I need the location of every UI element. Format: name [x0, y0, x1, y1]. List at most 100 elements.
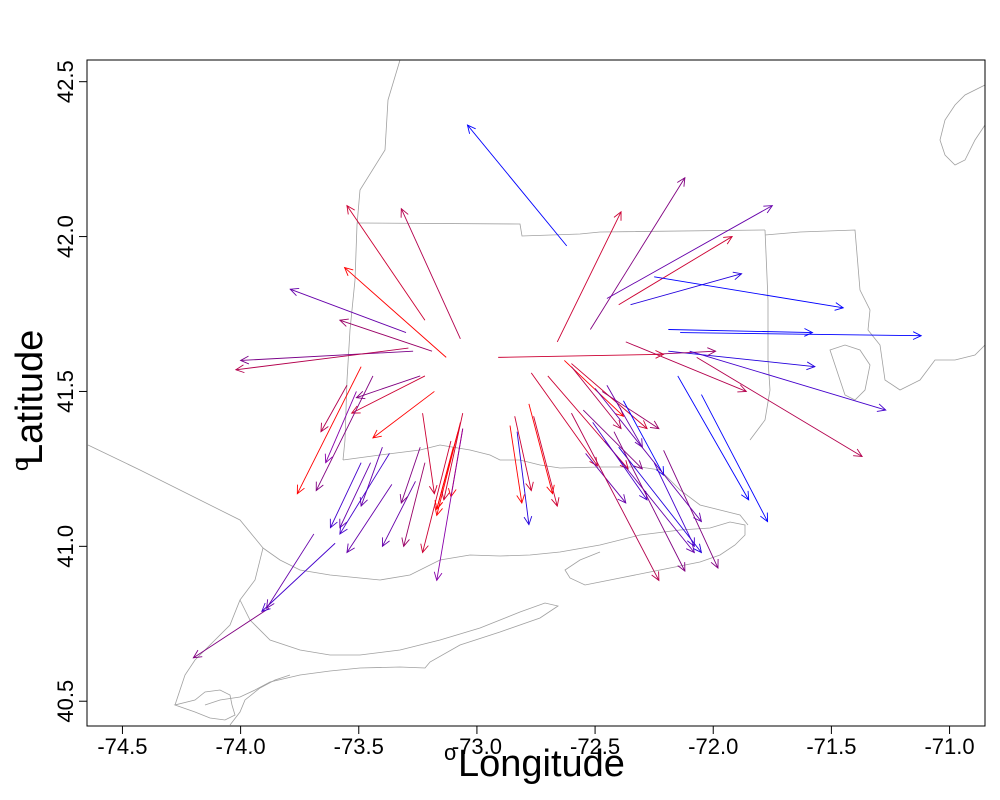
- arrow-head: [239, 355, 250, 365]
- arrow-shaft: [533, 416, 558, 507]
- arrow-head: [428, 484, 438, 495]
- vector-arrow: [346, 484, 393, 554]
- arrow-shaft: [360, 447, 383, 507]
- arrow-shaft: [530, 372, 598, 467]
- arrow-head: [589, 456, 599, 467]
- arrow-shaft: [701, 394, 768, 522]
- vector-arrow: [509, 425, 525, 504]
- x-axis: -74.5 -74.0 -73.5 -73.0 -72.5 -72.0 -71.5 -71.0: [97, 726, 975, 759]
- vector-arrow: [701, 394, 769, 523]
- vector-arrow: [434, 422, 461, 517]
- vector-arrow: [514, 416, 534, 492]
- vector-arrow: [401, 462, 426, 548]
- vector-arrow: [234, 347, 409, 374]
- vector-arrow: [339, 453, 390, 535]
- arrow-shaft: [403, 462, 426, 547]
- vector-arrow: [625, 341, 748, 393]
- arrow-shaft: [653, 462, 695, 547]
- arrow-head: [441, 491, 450, 501]
- vector-arrow: [261, 542, 336, 613]
- vector-arrow: [343, 266, 447, 358]
- arrow-head: [551, 497, 560, 508]
- arrow-shaft: [344, 267, 447, 358]
- arrow-shaft: [422, 413, 435, 494]
- arrow-shaft: [601, 391, 660, 429]
- arrow-shaft: [296, 366, 362, 494]
- arrow-head: [355, 391, 366, 400]
- vector-arrow: [613, 431, 686, 573]
- vector-arrow: [266, 533, 315, 610]
- x-axis-degree-symbol: o: [444, 740, 456, 765]
- ma-coast-northeast: [939, 84, 986, 166]
- vector-arrow: [582, 409, 644, 470]
- arrow-shaft: [516, 431, 530, 525]
- arrow-shaft: [266, 533, 315, 609]
- y-axis-title-group: o Latitude: [8, 330, 51, 471]
- vector-arrow: [654, 276, 845, 311]
- y-axis-degree-symbol: o: [8, 459, 33, 471]
- arrow-shaft: [592, 422, 648, 501]
- arrow-shaft: [668, 350, 815, 368]
- nyc-shore: [229, 674, 291, 726]
- y-tick-label: 41.0: [53, 525, 78, 568]
- arrow-shaft: [668, 329, 813, 334]
- arrow-head: [638, 420, 648, 430]
- arrow-head: [466, 124, 476, 134]
- arrow-head: [320, 422, 329, 433]
- vector-arrow: [346, 204, 426, 321]
- nj-ny-border: [87, 444, 264, 706]
- y-tick-label: 41.5: [53, 370, 78, 413]
- ct-ri-border: [749, 229, 771, 441]
- vector-arrow: [399, 447, 421, 504]
- arrow-shaft: [261, 542, 336, 612]
- vector-arrow: [400, 207, 461, 339]
- vector-arrow: [606, 205, 774, 299]
- vector-arrow: [441, 413, 464, 501]
- arrow-shaft: [498, 353, 664, 358]
- vector-arrow: [422, 413, 438, 495]
- vector-arrow: [623, 400, 665, 477]
- arrow-shaft: [677, 375, 750, 501]
- vector-arrow: [556, 210, 622, 343]
- arrow-head: [346, 543, 355, 554]
- arrow-head: [324, 453, 333, 464]
- arrow-head: [693, 543, 703, 554]
- li-south-shore: [204, 599, 559, 706]
- arrow-head: [350, 405, 361, 414]
- arrow-head: [763, 205, 774, 214]
- arrow-shaft: [356, 375, 421, 399]
- x-tick-label: -72.0: [688, 734, 738, 759]
- x-tick-label: -71.5: [806, 734, 856, 759]
- vector-arrow: [315, 375, 374, 492]
- arrow-shaft: [618, 236, 733, 306]
- x-tick-label: -74.5: [97, 734, 147, 759]
- arrow-head: [723, 236, 734, 245]
- arrow-head: [649, 420, 660, 430]
- li-north-shore: [262, 521, 746, 586]
- arrow-head: [546, 484, 555, 495]
- vector-arrow: [533, 416, 560, 508]
- arrow-head: [192, 649, 203, 659]
- arrow-shaft: [422, 440, 452, 553]
- vector-arrow: [618, 446, 703, 554]
- vector-arrow: [594, 388, 703, 523]
- vector-arrow: [668, 350, 816, 371]
- arrow-head: [329, 518, 338, 529]
- x-tick-label: -71.0: [924, 734, 974, 759]
- y-tick-label: 42.0: [53, 215, 78, 258]
- vector-arrow: [654, 347, 717, 356]
- vector-arrow: [604, 440, 695, 554]
- arrow-shaft: [528, 403, 553, 494]
- arrow-head: [434, 500, 443, 511]
- vector-arrow: [606, 385, 643, 449]
- arrow-head: [346, 204, 355, 215]
- arrow-head: [296, 484, 305, 495]
- arrow-shaft: [613, 431, 686, 572]
- vector-arrow: [677, 375, 750, 501]
- arrow-head: [516, 494, 525, 504]
- arrow-head: [737, 384, 748, 393]
- vector-arrow: [689, 350, 887, 412]
- ma-ri-border: [764, 229, 986, 391]
- arrow-head: [804, 328, 814, 337]
- arrow-shaft: [556, 211, 622, 343]
